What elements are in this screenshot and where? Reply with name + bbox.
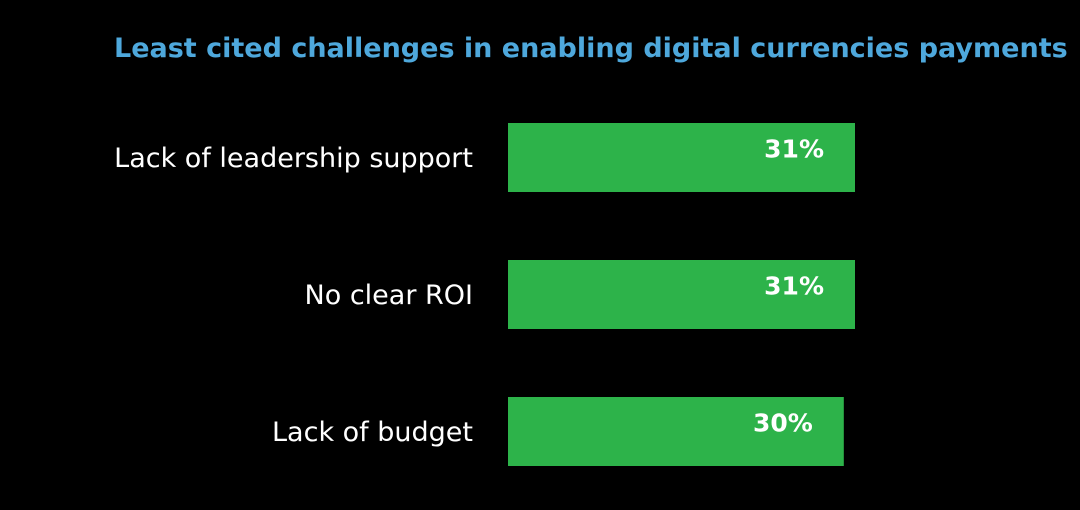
value-label: 30%	[753, 409, 813, 438]
value-label: 31%	[764, 135, 824, 164]
bar	[508, 123, 855, 192]
category-label: No clear ROI	[305, 280, 473, 311]
bars-layer: Lack of leadership support 31% No clear RO…	[114, 123, 855, 466]
category-label: Lack of budget	[272, 417, 473, 448]
category-label: Lack of leadership support	[114, 143, 473, 174]
chart-title: Least cited challenges in enabling digit…	[114, 33, 1068, 64]
bar	[508, 260, 855, 329]
value-label: 31%	[764, 272, 824, 301]
bar	[508, 397, 844, 466]
